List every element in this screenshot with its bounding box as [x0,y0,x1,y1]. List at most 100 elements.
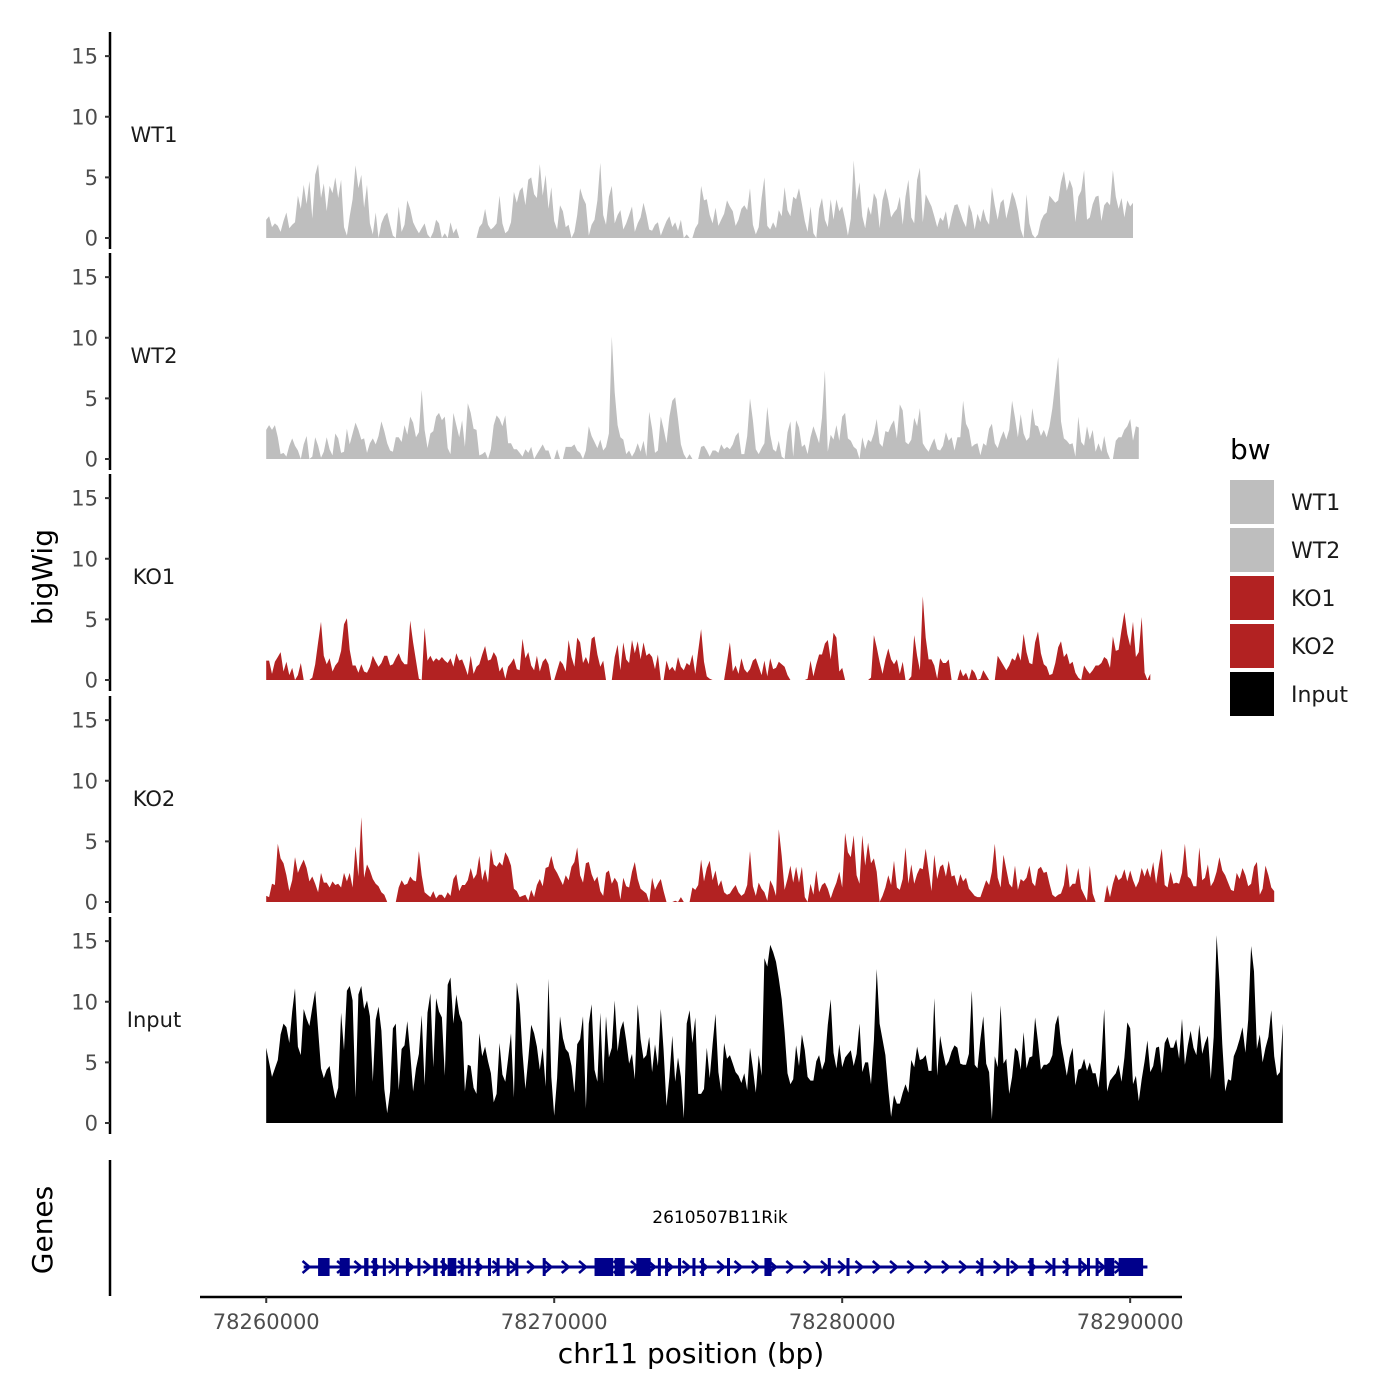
gene-exon [447,1258,457,1276]
strand-arrow [543,1260,554,1274]
strand-arrow [301,1260,312,1274]
y-tick-label: 5 [85,608,98,632]
strand-arrow [1061,1260,1072,1274]
gene-exon [339,1258,350,1276]
gene-exon [506,1258,510,1276]
gene-exon [1006,1258,1010,1276]
y-tick-label: 15 [71,45,98,69]
gene-exon [980,1258,984,1276]
y-tick-label: 15 [71,487,98,511]
gene-exon [542,1258,546,1276]
y-axis-title: bigWig [26,529,59,625]
strand-arrow [422,1260,433,1274]
y-tick-label: 0 [85,891,98,915]
strand-arrow [802,1260,813,1274]
gene-exon [614,1258,625,1276]
gene-exon [846,1258,850,1276]
strand-arrow [733,1260,744,1274]
x-tick-label: 78280000 [789,1310,896,1334]
gene-exon [1029,1258,1034,1276]
strand-arrow [906,1260,917,1274]
gene-exon [417,1258,421,1276]
gene-exon [594,1258,614,1276]
coverage-area-ko2 [266,817,1275,902]
x-axis-title: chr11 position (bp) [558,1337,824,1370]
gene-exon [405,1258,409,1276]
gene-name-label: 2610507B11Rik [652,1208,788,1228]
gene-exon [1065,1258,1069,1276]
y-tick-label: 10 [71,547,98,571]
gene-exon [764,1258,772,1276]
track-input: 0 5 10 15 Input [71,917,1283,1136]
y-tick-label: 0 [85,448,98,472]
strand-arrow [958,1260,969,1274]
track-label-ko2: KO2 [133,787,176,811]
strand-arrow [889,1260,899,1274]
gene-exon [433,1258,438,1276]
gene-exon [726,1258,730,1276]
x-axis: 78260000 78270000 78280000 78290000 [200,1295,1184,1334]
gene-exon [1095,1258,1099,1276]
strand-arrow [941,1260,951,1274]
gene-exon [1118,1258,1144,1276]
strand-arrow [353,1260,364,1274]
gene-exon [1104,1258,1115,1276]
coverage-area-wt1 [266,160,1133,238]
gene-track: 2610507B11Rik [108,1160,1148,1296]
strand-arrow [923,1260,934,1274]
track-label-ko1: KO1 [133,565,176,589]
legend-swatch-ko2 [1230,624,1274,668]
y-tick-label: 5 [85,387,98,411]
gene-exon [657,1258,661,1276]
strand-arrow [681,1260,692,1274]
legend-title: bw [1230,433,1271,466]
strand-arrow [871,1260,882,1274]
y-tick-label: 0 [85,1112,98,1136]
coverage-area-input [266,935,1283,1123]
legend-label-input: Input [1291,683,1348,708]
legend-swatch-wt2 [1230,528,1274,572]
strand-arrow [716,1260,727,1274]
legend-swatch-input [1230,672,1274,716]
y-tick-label: 10 [71,105,98,129]
strand-arrow [750,1260,761,1274]
strand-arrow [526,1260,537,1274]
gene-exon [467,1258,471,1276]
strand-arrow [491,1260,502,1274]
gene-exon [460,1258,464,1276]
strand-arrow [457,1260,467,1274]
strand-arrow [560,1260,571,1274]
gene-exon [1052,1258,1056,1276]
track-label-wt2: WT2 [131,344,178,368]
gene-exon [364,1258,369,1276]
gene-exon [441,1258,445,1276]
y-tick-label: 10 [71,326,98,350]
x-tick-label: 78260000 [213,1310,320,1334]
y-tick-label: 0 [85,669,98,693]
strand-arrow [992,1260,1003,1274]
legend-label-ko2: KO2 [1291,635,1336,660]
y-tick-label: 5 [85,166,98,190]
legend-swatch-wt1 [1230,480,1274,524]
y-tick-label: 15 [71,266,98,290]
strand-arrow [837,1260,848,1274]
legend-label-ko1: KO1 [1291,587,1336,612]
legend: bw WT1 WT2 KO1 KO2 Input [1230,433,1348,716]
genes-axis-title: Genes [26,1186,59,1274]
coverage-tracks: 0 5 10 15 WT1 0 5 10 15 WT2 0 5 10 15 KO1 0 5 10 15 KO2 0 5 10… [71,32,1283,1136]
y-tick-label: 15 [71,709,98,733]
y-tick-label: 15 [71,930,98,954]
y-tick-label: 10 [71,990,98,1014]
gene-exon [692,1258,696,1276]
legend-swatch-ko1 [1230,576,1274,620]
x-tick-label: 78270000 [501,1310,608,1334]
gene-exon [476,1258,480,1276]
gene-exon [665,1258,669,1276]
strand-arrow [785,1260,796,1274]
track-ko2: 0 5 10 15 KO2 [71,696,1275,915]
gene-exon [372,1258,378,1276]
strand-arrow [854,1260,865,1274]
gene-exon [487,1258,491,1276]
strand-arrow [1010,1260,1020,1274]
